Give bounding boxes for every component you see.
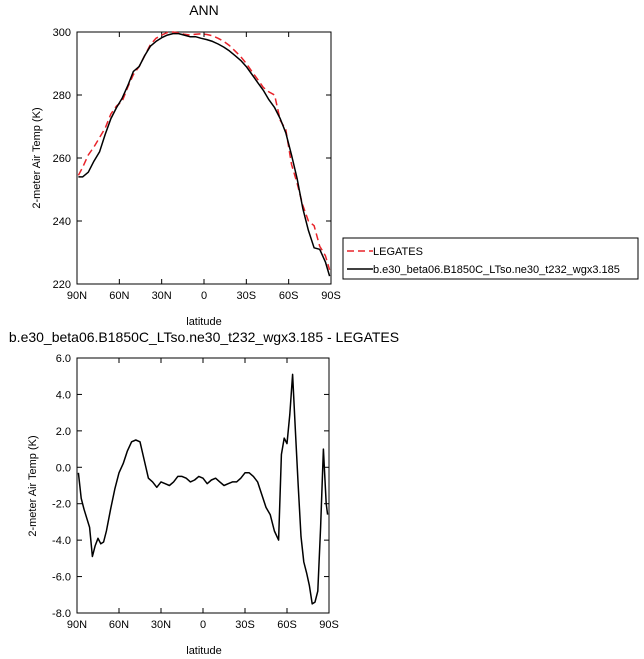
series-lines: [77, 31, 331, 277]
x-axis: 90N 60N 30N 0 30S 60S 90S: [67, 32, 341, 302]
x-tick-label: 90N: [67, 619, 87, 631]
x-tick-label: 30N: [152, 290, 172, 302]
panel-title: ANN: [189, 2, 219, 18]
y-tick-label: -2.0: [52, 499, 71, 511]
x-tick-label: 0: [200, 619, 206, 631]
series-line-0: [77, 373, 329, 605]
x-tick-label: 60S: [279, 290, 299, 302]
x-tick-label: 30N: [151, 619, 171, 631]
x-tick-label: 90N: [67, 290, 87, 302]
x-tick-label: 60N: [109, 290, 129, 302]
x-axis: 90N 60N 30N 0 30S 60S 90S: [67, 358, 339, 631]
y-tick-label: 6.0: [56, 353, 71, 365]
x-tick-label: 90S: [321, 290, 341, 302]
legend-entry-legates: LEGATES: [373, 246, 423, 258]
x-tick-label: 30S: [235, 619, 255, 631]
y-tick-label: 220: [53, 279, 71, 291]
x-axis-label: latitude: [186, 316, 221, 328]
y-tick-label: -6.0: [52, 572, 71, 584]
x-tick-label: 30S: [237, 290, 257, 302]
y-axis: 220 240 260 280 300: [53, 27, 331, 291]
y-tick-label: -4.0: [52, 535, 71, 547]
x-tick-label: 90S: [319, 619, 339, 631]
panel-title: b.e30_beta06.B1850C_LTso.ne30_t232_wgx3.…: [9, 329, 399, 345]
x-tick-label: 0: [201, 290, 207, 302]
y-tick-label: 240: [53, 216, 71, 228]
x-tick-label: 60S: [277, 619, 297, 631]
y-tick-label: 260: [53, 153, 71, 165]
x-axis-label: latitude: [186, 645, 221, 657]
y-tick-label: 0.0: [56, 462, 71, 474]
y-axis: -8.0 -6.0 -4.0 -2.0 0.0 2.0 4.0 6.0: [52, 353, 329, 620]
x-tick-label: 60N: [109, 619, 129, 631]
y-tick-label: 2.0: [56, 426, 71, 438]
y-tick-label: 4.0: [56, 389, 71, 401]
y-axis-label: 2-meter Air Temp (K): [27, 435, 39, 536]
difference-panel: b.e30_beta06.B1850C_LTso.ne30_t232_wgx3.…: [9, 329, 399, 657]
y-axis-label: 2-meter Air Temp (K): [31, 107, 43, 208]
y-tick-label: -8.0: [52, 608, 71, 620]
legend: LEGATES b.e30_beta06.B1850C_LTso.ne30_t2…: [342, 237, 639, 280]
y-tick-label: 300: [53, 27, 71, 39]
series-line-1: [78, 32, 331, 277]
legend-box: [342, 237, 639, 280]
y-tick-label: 280: [53, 90, 71, 102]
legend-entry-model: b.e30_beta06.B1850C_LTso.ne30_t232_wgx3.…: [373, 264, 620, 276]
series-line-0: [77, 31, 331, 271]
series-lines: [77, 373, 329, 605]
